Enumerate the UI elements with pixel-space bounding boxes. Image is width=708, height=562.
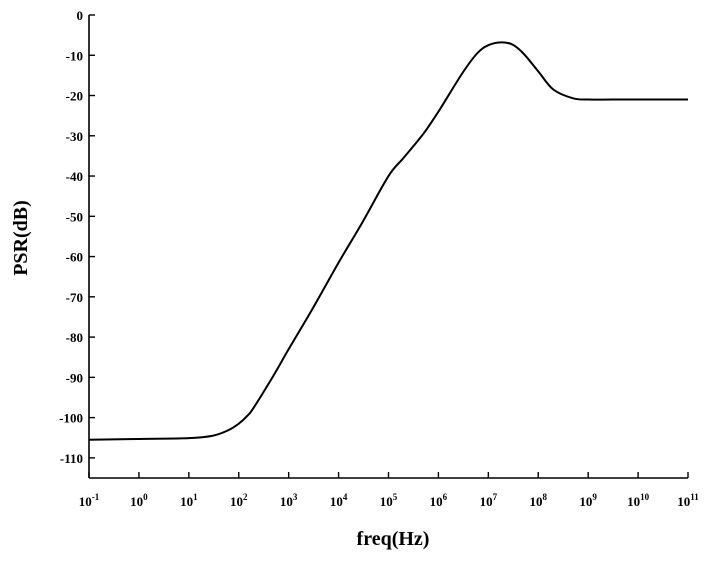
y-tick-label: -60 (66, 250, 83, 265)
x-tick-label: 101 (180, 492, 198, 509)
x-tick-exponent: 10 (640, 492, 650, 502)
x-tick-exponent: 1 (193, 492, 198, 502)
x-tick-exponent: -1 (92, 492, 100, 502)
x-tick-label: 1010 (627, 492, 650, 509)
x-tick-exponent: 0 (143, 492, 148, 502)
x-tick-exponent: 8 (543, 492, 548, 502)
x-tick-label: 107 (480, 492, 498, 509)
x-tick-label: 105 (380, 492, 398, 509)
x-tick-label: 100 (130, 492, 148, 509)
x-tick-label: 10-1 (79, 492, 100, 509)
x-tick-base: 10 (79, 494, 92, 509)
x-tick-exponent: 11 (690, 492, 699, 502)
x-axis-label: freq(Hz) (357, 528, 430, 550)
x-tick-base: 10 (380, 494, 393, 509)
psr-series-line (88, 41, 688, 441)
x-tick-label: 102 (230, 492, 248, 509)
x-tick-label: 104 (330, 492, 348, 509)
x-tick-base: 10 (627, 494, 640, 509)
x-tick-exponent: 7 (493, 492, 498, 502)
x-tick-base: 10 (430, 494, 443, 509)
x-tick-base: 10 (480, 494, 493, 509)
x-tick-base: 10 (530, 494, 543, 509)
y-tick-label: -100 (59, 411, 83, 426)
x-tick-base: 10 (677, 494, 690, 509)
y-tick-label: -30 (66, 129, 83, 144)
x-axis: 10-1 100 101 102 103 104 105 106 107 108 109 1010 10… (79, 472, 699, 509)
x-tick-base: 10 (280, 494, 293, 509)
y-axis: 0 -10 -20 -30 -40 -50 -60 -70 -80 -90 -100 -110 (59, 8, 95, 478)
series-group (88, 41, 688, 441)
y-tick-label: -20 (66, 89, 83, 104)
y-tick-label: -90 (66, 370, 83, 385)
y-tick-label: -50 (66, 209, 83, 224)
x-tick-base: 10 (330, 494, 343, 509)
y-axis-label: PSR(dB) (10, 200, 32, 276)
x-tick-label: 108 (530, 492, 548, 509)
y-tick-label: 0 (77, 8, 84, 23)
x-tick-base: 10 (579, 494, 592, 509)
x-tick-base: 10 (230, 494, 243, 509)
y-tick-label: -10 (66, 48, 83, 63)
y-tick-label: -110 (60, 451, 83, 466)
x-tick-label: 103 (280, 492, 298, 509)
x-tick-label: 106 (430, 492, 448, 509)
x-tick-exponent: 6 (443, 492, 448, 502)
x-tick-exponent: 2 (243, 492, 248, 502)
x-tick-base: 10 (180, 494, 193, 509)
x-tick-base: 10 (130, 494, 143, 509)
x-tick-exponent: 5 (393, 492, 398, 502)
y-tick-label: -80 (66, 330, 83, 345)
x-tick-exponent: 9 (592, 492, 597, 502)
x-tick-exponent: 4 (343, 492, 348, 502)
x-tick-label: 1011 (677, 492, 699, 509)
x-tick-label: 109 (579, 492, 597, 509)
x-tick-exponent: 3 (293, 492, 298, 502)
y-tick-label: -70 (66, 290, 83, 305)
y-tick-label: -40 (66, 169, 83, 184)
